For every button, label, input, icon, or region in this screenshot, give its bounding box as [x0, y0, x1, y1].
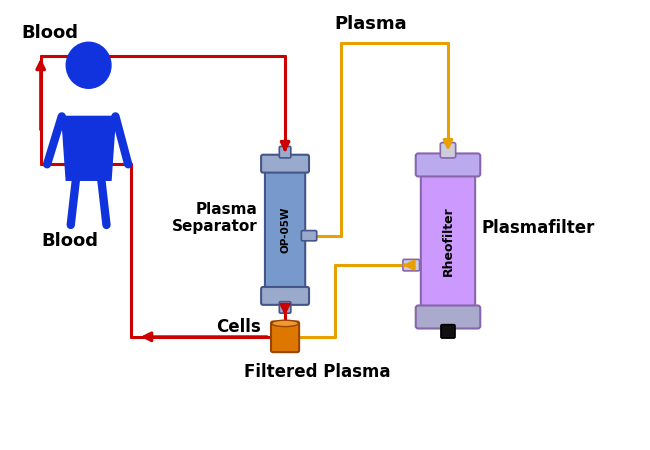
Polygon shape [62, 117, 116, 180]
FancyBboxPatch shape [280, 302, 291, 313]
FancyBboxPatch shape [416, 153, 480, 176]
Text: Plasma: Plasma [335, 15, 407, 33]
FancyBboxPatch shape [280, 146, 291, 158]
Text: OP-05W: OP-05W [280, 207, 290, 253]
FancyBboxPatch shape [440, 143, 456, 158]
Text: Blood: Blood [21, 24, 79, 42]
Text: Cells: Cells [216, 318, 261, 336]
FancyBboxPatch shape [302, 230, 317, 241]
Text: Filtered Plasma: Filtered Plasma [244, 363, 390, 381]
FancyBboxPatch shape [416, 306, 480, 328]
FancyBboxPatch shape [403, 259, 419, 271]
FancyBboxPatch shape [421, 171, 475, 311]
Text: Blood: Blood [41, 232, 98, 250]
Text: Plasmafilter: Plasmafilter [482, 219, 595, 237]
Text: Rheofilter: Rheofilter [441, 206, 454, 276]
Text: Plasma
Separator: Plasma Separator [172, 202, 258, 234]
FancyBboxPatch shape [265, 168, 306, 292]
FancyBboxPatch shape [261, 155, 309, 173]
Ellipse shape [66, 42, 111, 88]
Ellipse shape [272, 320, 298, 327]
FancyBboxPatch shape [441, 324, 455, 338]
FancyBboxPatch shape [271, 321, 299, 352]
FancyBboxPatch shape [261, 287, 309, 305]
